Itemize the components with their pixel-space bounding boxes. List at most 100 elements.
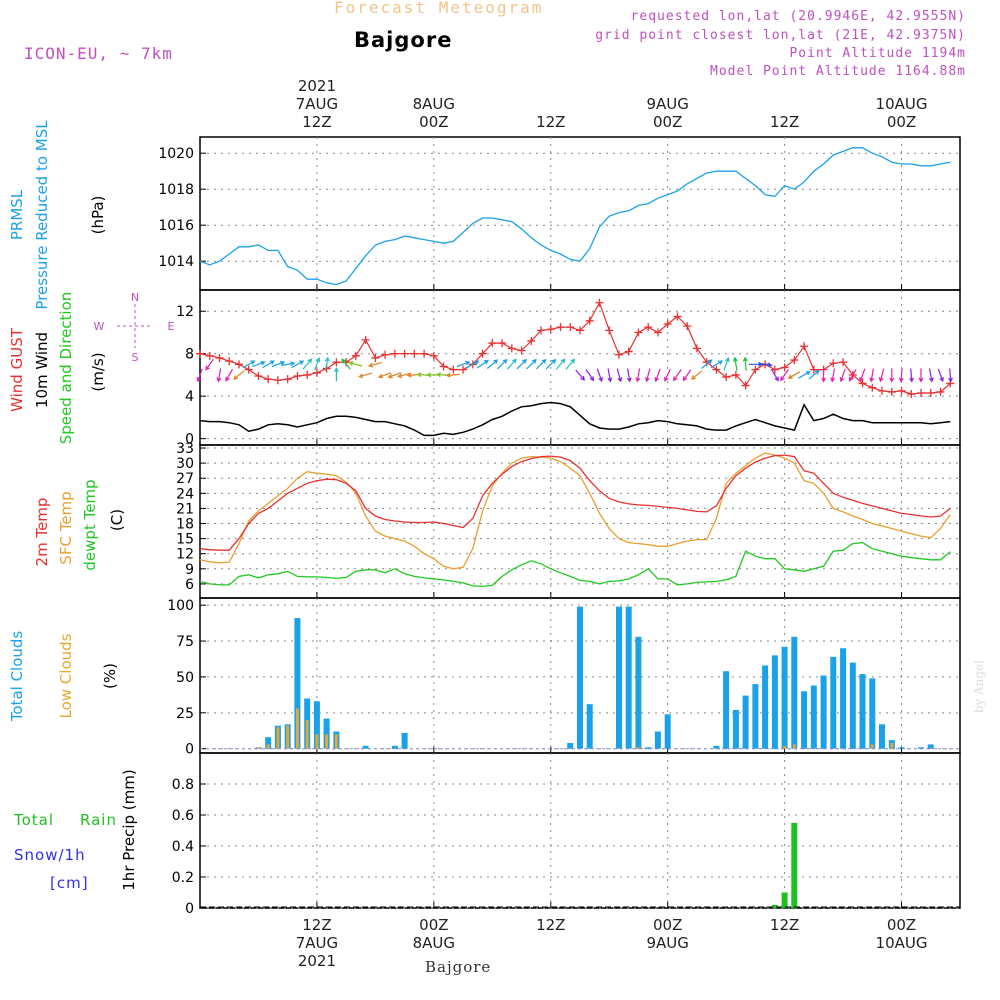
y-tick-label: 0: [185, 742, 194, 758]
cloud-bar-total: [664, 714, 671, 749]
y-tick-label: 21: [176, 501, 194, 517]
cloud-bar-low: [792, 744, 796, 749]
cloud-bar-low: [296, 708, 299, 749]
series-line-sfc-temp: [199, 452, 951, 570]
wind-arrow: [839, 368, 846, 383]
gust-marker: [634, 328, 643, 337]
wind-arrow: [262, 360, 275, 369]
cloud-bar-total: [742, 695, 749, 749]
wind-arrow: [690, 370, 703, 380]
top-time-label: 2021: [298, 77, 336, 95]
y-tick-label: 15: [176, 532, 194, 548]
bottom-time-label: 00Z: [887, 916, 916, 934]
temp-unit-label: (C): [108, 509, 126, 531]
wind-arrow: [732, 356, 738, 371]
gust-marker: [459, 365, 468, 374]
panel-wind: 0 4 8 12: [176, 289, 961, 448]
wind-arrow: [476, 359, 489, 369]
y-tick-label: 30: [176, 456, 194, 472]
gust-marker: [809, 365, 818, 374]
cloud-bar-total: [859, 674, 866, 749]
gust-marker: [507, 344, 516, 353]
cloud-bar-low: [334, 734, 338, 749]
wind-arrow: [314, 357, 321, 371]
top-time-label: 10AUG: [876, 95, 928, 113]
wind-arrow: [672, 369, 682, 382]
panel-precip: 0 0.2 0.4 0.6 0.8: [172, 752, 961, 917]
wind-arrow: [281, 361, 296, 367]
gust-marker: [839, 358, 848, 367]
wind-arrow: [701, 359, 713, 369]
wind-arrow: [324, 356, 330, 371]
gust-marker: [205, 351, 214, 360]
gust-marker: [429, 351, 438, 360]
wind-arrow: [252, 360, 266, 368]
panel-frame: [199, 752, 961, 909]
top-time-label: 00Z: [419, 113, 448, 131]
wind-arrow: [635, 368, 641, 383]
gust-marker: [361, 335, 370, 344]
requested-coords: requested lon,lat (20.9946E, 42.9555N): [630, 9, 966, 24]
gust-marker: [926, 388, 935, 397]
cloud-bar-total: [752, 684, 759, 749]
wind-arrow: [291, 360, 305, 369]
cloud-bar-total: [918, 747, 924, 749]
y-tick-label: 50: [176, 670, 194, 686]
wind-arrow: [821, 368, 827, 383]
gust-marker: [936, 387, 945, 396]
wind-arrow: [205, 358, 214, 371]
gust-marker: [751, 365, 760, 374]
pressure-axis-label: PRMSL: [8, 189, 26, 240]
top-time-label: 00Z: [887, 113, 916, 131]
wind-arrow: [575, 369, 586, 381]
y-tick-label: 0: [185, 432, 194, 448]
cloud-bar-low: [257, 747, 260, 749]
low-clouds-axis-label: Low Clouds: [57, 633, 75, 718]
gust-marker: [614, 350, 623, 359]
wind-arrow: [387, 372, 402, 379]
series-line-wind-gust: [199, 301, 951, 395]
cloud-bar-total: [927, 744, 934, 749]
cloud-bar-total: [294, 618, 301, 749]
top-time-label: 7AUG: [296, 95, 338, 113]
compass-w-label: W: [94, 320, 105, 333]
bottom-time-label: 10AUG: [876, 934, 928, 952]
y-tick-label: 1014: [158, 254, 194, 270]
y-tick-label: 33: [176, 441, 194, 457]
compass-s-label: S: [132, 351, 139, 364]
wind-arrow: [889, 368, 895, 383]
gust-marker: [829, 359, 838, 368]
wind-arrow: [616, 368, 623, 383]
clouds-unit-label: (%): [101, 663, 119, 689]
gust-marker: [790, 356, 799, 365]
wind-arrow: [526, 358, 537, 370]
gust-marker: [731, 370, 740, 379]
wind-arrow: [645, 368, 651, 383]
compass-cross: [117, 304, 153, 348]
cloud-bar-total: [820, 675, 827, 749]
cloud-bar-total: [713, 745, 720, 749]
gust-axis-label: Wind GUST: [8, 327, 26, 412]
gust-marker: [673, 312, 682, 321]
wind-arrow: [333, 367, 339, 382]
cloud-bar-total: [323, 718, 330, 749]
wind-unit-label: (m/s): [89, 352, 107, 391]
gust-marker: [488, 339, 497, 348]
y-tick-label: 12: [176, 304, 194, 320]
wind-arrow: [723, 357, 730, 371]
gust-marker: [527, 336, 536, 345]
wind-arrow: [928, 368, 934, 383]
wind-arrow: [516, 358, 527, 370]
gust-marker: [234, 360, 243, 369]
cloud-bar-total: [869, 678, 876, 749]
gust-marker: [371, 353, 380, 362]
wind-arrow: [555, 358, 566, 370]
gust-marker: [449, 365, 458, 374]
rain-bar: [791, 822, 798, 909]
wind-arrow: [787, 371, 801, 379]
wind-arrow: [918, 368, 924, 383]
bottom-time-label: 00Z: [653, 916, 682, 934]
cloud-bar-total: [771, 655, 778, 749]
gust-marker: [420, 349, 429, 358]
y-tick-label: 0.8: [172, 777, 194, 793]
